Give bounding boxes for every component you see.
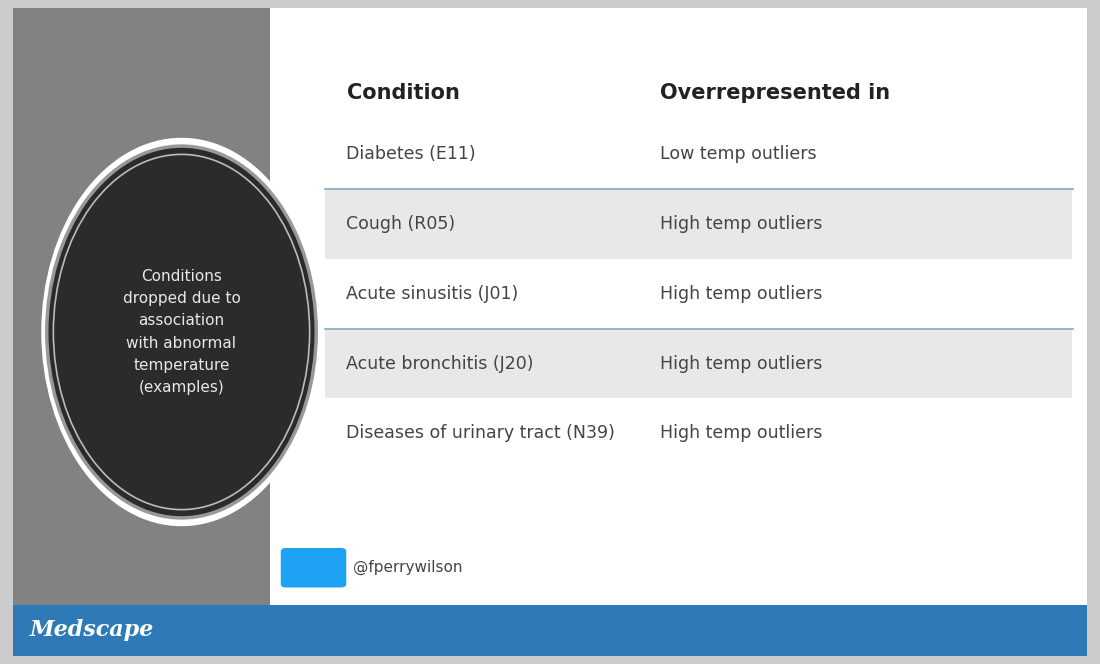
Text: Overrepresented in: Overrepresented in [660,83,890,103]
Text: Diseases of urinary tract (N39): Diseases of urinary tract (N39) [346,424,615,442]
FancyBboxPatch shape [13,8,1087,656]
Text: 🐦: 🐦 [306,556,321,580]
Text: High temp outliers: High temp outliers [660,424,823,442]
FancyBboxPatch shape [324,329,1072,398]
FancyBboxPatch shape [13,8,270,613]
Text: Acute sinusitis (J01): Acute sinusitis (J01) [346,285,519,303]
Text: Cough (R05): Cough (R05) [346,215,455,233]
FancyBboxPatch shape [13,605,1087,656]
Text: Medscape: Medscape [30,620,154,641]
FancyBboxPatch shape [324,189,1072,259]
Text: Conditions
dropped due to
association
with abnormal
temperature
(examples): Conditions dropped due to association wi… [122,269,241,395]
Text: Diabetes (E11): Diabetes (E11) [346,145,476,163]
Text: High temp outliers: High temp outliers [660,285,823,303]
Text: Acute bronchitis (J20): Acute bronchitis (J20) [346,355,534,373]
FancyBboxPatch shape [280,548,346,588]
Text: High temp outliers: High temp outliers [660,215,823,233]
Text: Condition: Condition [346,83,460,103]
Ellipse shape [46,146,317,518]
Text: @fperrywilson: @fperrywilson [353,560,463,575]
Text: High temp outliers: High temp outliers [660,355,823,373]
Ellipse shape [42,137,321,526]
Text: Low temp outliers: Low temp outliers [660,145,816,163]
